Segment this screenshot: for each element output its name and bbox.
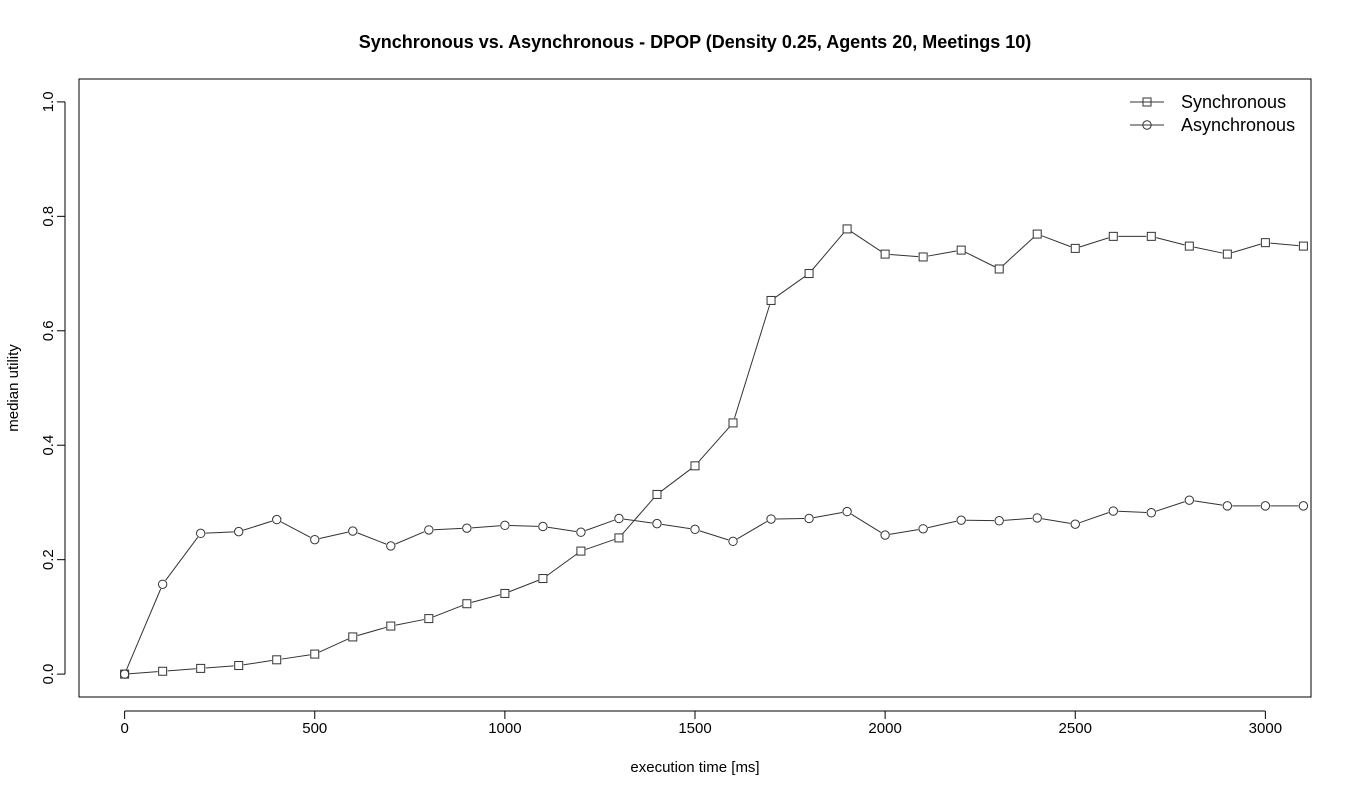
y-tick-label: 0.2 [40, 549, 57, 570]
data-point-asynchronous [234, 526, 244, 537]
data-point-asynchronous [386, 541, 396, 551]
data-point-synchronous [1032, 229, 1042, 239]
data-point-asynchronous [424, 525, 434, 535]
legend-label: Asynchronous [1181, 115, 1295, 135]
y-tick-label: 1.0 [40, 91, 57, 112]
plot-frame [78, 78, 1312, 698]
data-point-asynchronous [614, 513, 624, 524]
y-tick-label: 0.4 [40, 435, 57, 456]
data-point-asynchronous [1260, 501, 1271, 511]
data-point-asynchronous [157, 579, 168, 589]
data-point-asynchronous [500, 520, 510, 531]
data-point-asynchronous [690, 524, 700, 535]
data-point-synchronous [462, 599, 472, 609]
data-point-synchronous [1298, 241, 1308, 251]
data-point-synchronous [994, 264, 1004, 274]
data-point-synchronous [1260, 238, 1270, 248]
series-synchronous [120, 224, 1308, 679]
data-point-synchronous [1146, 231, 1156, 241]
x-tick-label: 2000 [868, 720, 901, 737]
data-point-asynchronous [1298, 501, 1309, 511]
data-point-synchronous [918, 252, 928, 262]
y-axis-label: median utility [5, 344, 22, 432]
data-point-asynchronous [576, 527, 586, 537]
data-point-asynchronous [842, 506, 852, 517]
data-point-synchronous [842, 224, 852, 234]
data-point-asynchronous [1108, 506, 1118, 516]
x-tick-label: 500 [302, 720, 327, 737]
x-axis: 0 500 1000 1500 2000 2500 3000 [120, 710, 1282, 737]
y-tick-label: 0.0 [40, 664, 57, 685]
data-point-synchronous [234, 661, 244, 671]
data-point-synchronous [158, 666, 168, 676]
y-tick-label: 0.8 [40, 206, 57, 227]
data-point-asynchronous [956, 515, 966, 525]
data-point-asynchronous [1184, 495, 1195, 505]
data-point-synchronous [728, 418, 738, 428]
data-point-asynchronous [310, 534, 320, 545]
data-point-asynchronous [652, 518, 662, 529]
y-tick-label: 0.6 [40, 320, 57, 341]
data-point-asynchronous [462, 523, 472, 533]
chart-title: Synchronous vs. Asynchronous - DPOP (Den… [359, 32, 1032, 52]
data-point-synchronous [310, 649, 320, 659]
data-point-asynchronous [804, 513, 814, 524]
data-point-synchronous [956, 245, 966, 255]
data-point-asynchronous [119, 669, 130, 679]
series-line-asynchronous [126, 500, 1299, 670]
x-tick-label: 2500 [1059, 720, 1092, 737]
data-point-synchronous [386, 621, 396, 631]
data-point-synchronous [1070, 243, 1080, 253]
data-point-synchronous [424, 614, 434, 624]
legend-item-synchronous: Synchronous [1130, 92, 1286, 112]
data-point-asynchronous [195, 528, 206, 539]
legend-marker [1142, 97, 1152, 107]
data-point-synchronous [804, 269, 814, 279]
data-point-synchronous [272, 655, 282, 665]
data-point-asynchronous [766, 514, 776, 524]
data-point-synchronous [348, 632, 358, 642]
data-point-synchronous [196, 663, 206, 673]
data-point-synchronous [652, 489, 662, 499]
x-tick-label: 1500 [678, 720, 711, 737]
legend-label: Synchronous [1181, 92, 1286, 112]
data-point-synchronous [538, 574, 548, 584]
data-point-asynchronous [348, 526, 358, 536]
data-point-synchronous [690, 461, 700, 471]
series-asynchronous [119, 495, 1309, 679]
data-point-synchronous [500, 588, 510, 598]
data-point-asynchronous [918, 524, 928, 534]
data-point-asynchronous [1146, 508, 1156, 518]
x-tick-label: 1000 [488, 720, 521, 737]
legend-item-asynchronous: Asynchronous [1130, 115, 1295, 135]
legend-marker [1142, 120, 1152, 130]
series-layer [119, 224, 1309, 679]
x-tick-label: 3000 [1249, 720, 1282, 737]
data-point-synchronous [1184, 241, 1194, 251]
data-point-synchronous [614, 533, 624, 543]
x-axis-label: execution time [ms] [630, 759, 759, 776]
data-point-asynchronous [994, 516, 1004, 526]
data-point-asynchronous [1222, 501, 1233, 511]
data-point-asynchronous [880, 530, 890, 540]
data-point-synchronous [1222, 249, 1232, 259]
legend: Synchronous Asynchronous [1130, 92, 1295, 135]
data-point-asynchronous [538, 521, 548, 532]
y-axis: 0.0 0.2 0.4 0.6 0.8 1.0 [40, 91, 66, 685]
data-point-asynchronous [272, 514, 282, 525]
data-point-synchronous [880, 249, 890, 259]
data-point-asynchronous [1070, 519, 1080, 529]
series-line-synchronous [129, 231, 1299, 675]
data-point-asynchronous [1032, 513, 1042, 523]
data-point-synchronous [766, 295, 776, 305]
x-tick-label: 0 [120, 720, 128, 737]
data-point-synchronous [576, 546, 586, 556]
data-point-synchronous [1108, 231, 1118, 241]
data-point-asynchronous [728, 536, 738, 547]
